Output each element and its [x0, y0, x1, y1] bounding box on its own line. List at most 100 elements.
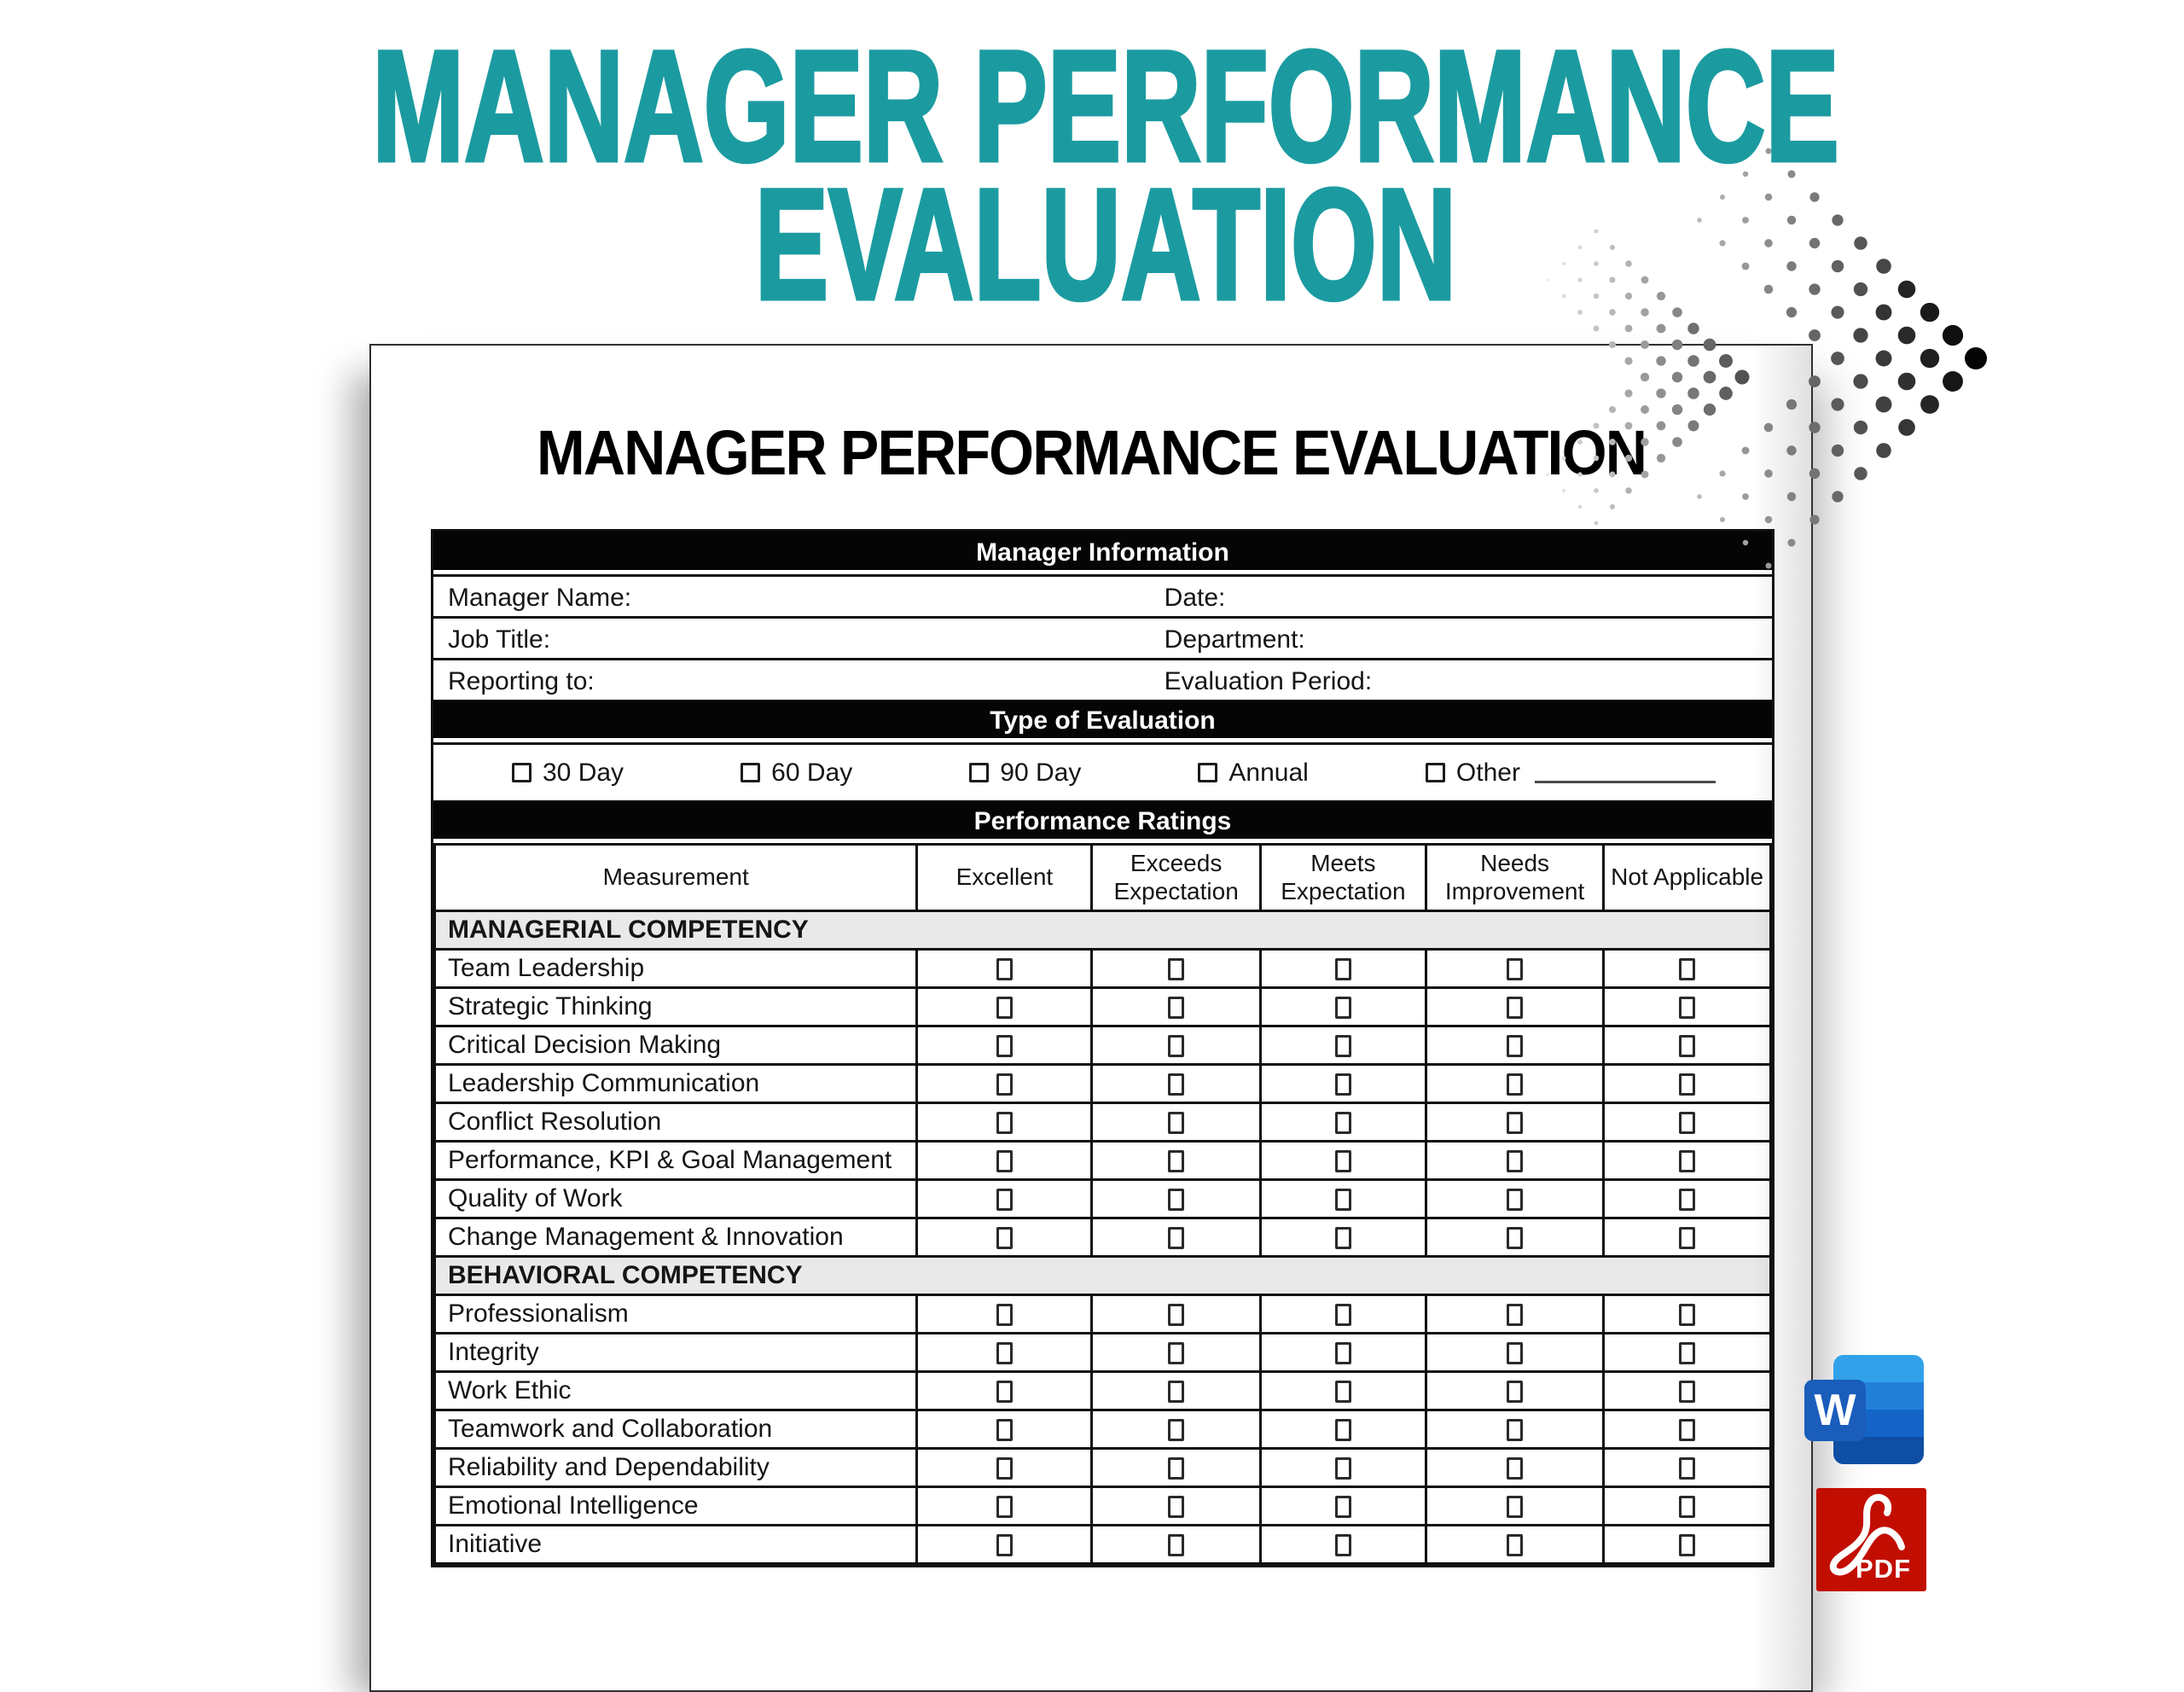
rating-checkbox[interactable]	[1507, 1381, 1524, 1404]
evaluation-type-checkbox[interactable]	[1425, 763, 1445, 782]
rating-checkbox[interactable]	[1679, 958, 1696, 981]
rating-checkbox[interactable]	[996, 1496, 1013, 1519]
word-icon: W	[1803, 1353, 1926, 1467]
measurement-label: Change Management & Innovation	[433, 1217, 919, 1258]
measurement-label: Work Ethic	[433, 1370, 919, 1411]
section-header-type-of-evaluation: Type of Evaluation	[433, 700, 1772, 742]
rating-checkbox[interactable]	[1679, 1496, 1696, 1519]
rating-checkbox[interactable]	[1168, 1496, 1185, 1519]
rating-checkbox[interactable]	[1334, 1150, 1351, 1173]
rating-checkbox[interactable]	[1679, 1189, 1696, 1212]
rating-checkbox[interactable]	[1507, 997, 1524, 1020]
rating-checkbox[interactable]	[1334, 1419, 1351, 1442]
rating-checkbox[interactable]	[1507, 1150, 1524, 1173]
rating-checkbox[interactable]	[996, 1150, 1013, 1173]
rating-checkbox[interactable]	[1334, 1534, 1351, 1557]
rating-checkbox[interactable]	[1507, 1496, 1524, 1519]
rating-checkbox[interactable]	[1507, 1227, 1524, 1250]
evaluation-type-checkbox[interactable]	[969, 763, 990, 782]
rating-cell	[1258, 1332, 1427, 1373]
rating-checkbox[interactable]	[1507, 1419, 1524, 1442]
rating-checkbox[interactable]	[1679, 1534, 1696, 1557]
rating-checkbox[interactable]	[1334, 1342, 1351, 1365]
rating-checkbox[interactable]	[1168, 1342, 1185, 1365]
rating-checkbox[interactable]	[996, 1381, 1013, 1404]
rating-checkbox[interactable]	[1507, 1035, 1524, 1058]
rating-checkbox[interactable]	[1679, 1150, 1696, 1173]
rating-checkbox[interactable]	[1168, 1189, 1185, 1212]
rating-checkbox[interactable]	[1334, 1189, 1351, 1212]
rating-checkbox[interactable]	[1507, 1112, 1524, 1135]
rating-checkbox[interactable]	[1334, 1457, 1351, 1480]
rating-checkbox[interactable]	[1168, 1073, 1185, 1096]
rating-checkbox[interactable]	[996, 1112, 1013, 1135]
rating-checkbox[interactable]	[1168, 1227, 1185, 1250]
rating-checkbox[interactable]	[1679, 1342, 1696, 1365]
rating-checkbox[interactable]	[1679, 1381, 1696, 1404]
rating-cell	[1090, 1447, 1262, 1488]
rating-checkbox[interactable]	[1507, 958, 1524, 981]
rating-checkbox[interactable]	[1334, 1035, 1351, 1058]
rating-checkbox[interactable]	[1168, 1419, 1185, 1442]
rating-checkbox[interactable]	[1168, 1112, 1185, 1135]
rating-checkbox[interactable]	[1507, 1457, 1524, 1480]
rating-checkbox[interactable]	[1334, 997, 1351, 1020]
rating-cell	[915, 1332, 1094, 1373]
rating-checkbox[interactable]	[1679, 1073, 1696, 1096]
rating-cell	[1090, 1332, 1262, 1373]
rating-cell	[915, 948, 1094, 989]
info-field-label: Evaluation Period:	[1164, 667, 1373, 695]
rating-checkbox[interactable]	[1679, 1035, 1696, 1058]
rating-checkbox[interactable]	[1507, 1304, 1524, 1327]
rating-checkbox[interactable]	[1168, 1035, 1185, 1058]
rating-checkbox[interactable]	[996, 1304, 1013, 1327]
rating-checkbox[interactable]	[996, 1457, 1013, 1480]
rating-checkbox[interactable]	[1168, 1457, 1185, 1480]
evaluation-type-checkbox[interactable]	[741, 763, 761, 782]
rating-checkbox[interactable]	[996, 958, 1013, 981]
rating-checkbox[interactable]	[1679, 1419, 1696, 1442]
rating-checkbox[interactable]	[996, 1073, 1013, 1096]
rating-checkbox[interactable]	[1679, 1227, 1696, 1250]
rating-checkbox[interactable]	[1168, 958, 1185, 981]
rating-checkbox[interactable]	[1334, 1073, 1351, 1096]
rating-cell	[1258, 1486, 1427, 1526]
rating-checkbox[interactable]	[996, 1419, 1013, 1442]
evaluation-type-checkbox[interactable]	[512, 763, 531, 782]
rating-checkbox[interactable]	[1168, 1304, 1185, 1327]
other-fill-line	[1534, 763, 1716, 783]
rating-checkbox[interactable]	[996, 1227, 1013, 1250]
rating-checkbox[interactable]	[1679, 1457, 1696, 1480]
rating-checkbox[interactable]	[1334, 1304, 1351, 1327]
rating-checkbox[interactable]	[1334, 1227, 1351, 1250]
rating-checkbox[interactable]	[996, 1534, 1013, 1557]
rating-checkbox[interactable]	[1168, 1534, 1185, 1557]
rating-checkbox[interactable]	[1334, 1381, 1351, 1404]
rating-checkbox[interactable]	[1507, 1189, 1524, 1212]
rating-checkbox[interactable]	[996, 1035, 1013, 1058]
rating-checkbox[interactable]	[996, 997, 1013, 1020]
evaluation-type-label: Other	[1455, 758, 1520, 787]
rating-checkbox[interactable]	[1507, 1073, 1524, 1096]
rating-checkbox[interactable]	[1679, 997, 1696, 1020]
rating-cell	[1424, 1063, 1606, 1104]
rating-checkbox[interactable]	[996, 1189, 1013, 1212]
rating-cell	[915, 1102, 1094, 1143]
rating-checkbox[interactable]	[1168, 997, 1185, 1020]
rating-checkbox[interactable]	[1507, 1342, 1524, 1365]
word-letter: W	[1814, 1386, 1856, 1435]
rating-checkbox[interactable]	[996, 1342, 1013, 1365]
rating-cell	[915, 1524, 1094, 1565]
rating-checkbox[interactable]	[1679, 1304, 1696, 1327]
rating-cell	[1602, 1025, 1772, 1066]
rating-checkbox[interactable]	[1334, 958, 1351, 981]
rating-checkbox[interactable]	[1334, 1496, 1351, 1519]
rating-checkbox[interactable]	[1168, 1381, 1185, 1404]
competency-group-header: MANAGERIAL COMPETENCY	[433, 910, 1772, 951]
rating-checkbox[interactable]	[1679, 1112, 1696, 1135]
evaluation-type-checkbox[interactable]	[1198, 763, 1218, 782]
rating-checkbox[interactable]	[1168, 1150, 1185, 1173]
rating-checkbox[interactable]	[1334, 1112, 1351, 1135]
halftone-arrow-icon	[1546, 148, 1987, 569]
rating-checkbox[interactable]	[1507, 1534, 1524, 1557]
